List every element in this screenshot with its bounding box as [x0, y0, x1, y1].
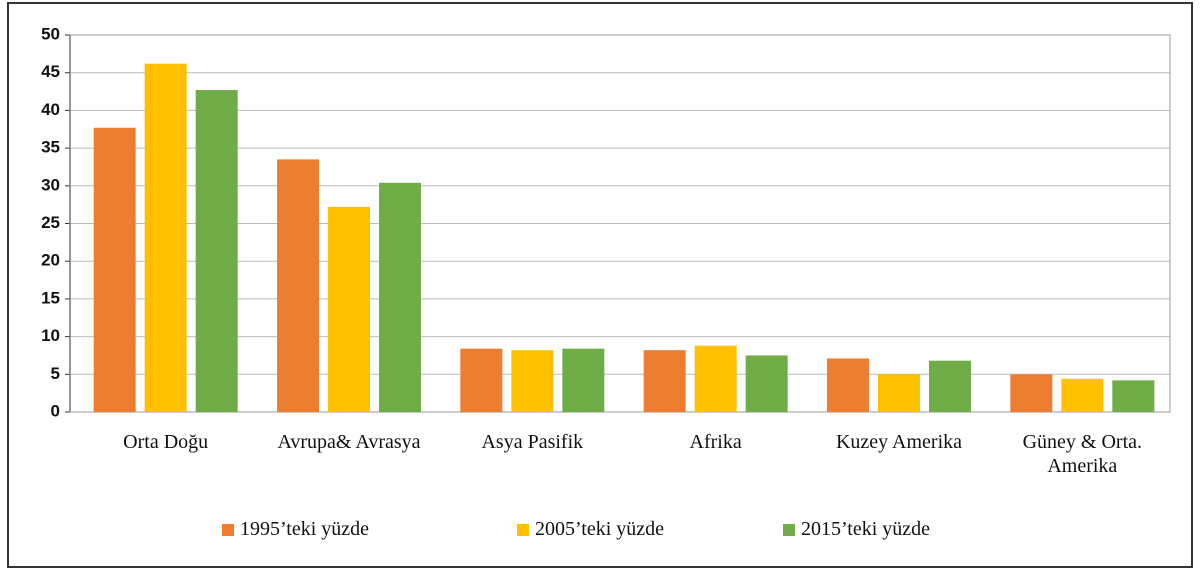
bar — [1112, 380, 1155, 412]
bar — [1010, 374, 1053, 412]
y-tick-label: 20 — [41, 251, 60, 270]
bar — [745, 355, 788, 412]
bar — [1061, 378, 1104, 412]
bar — [195, 90, 238, 413]
plot-border — [69, 34, 1171, 413]
x-tick-label: Kuzey Amerika — [835, 431, 963, 453]
y-tick-label: 25 — [41, 213, 60, 232]
bar — [379, 182, 421, 412]
y-tick-label: 45 — [41, 62, 60, 81]
x-tick-label: Avrupa& Avrasya — [277, 431, 421, 453]
legend-swatch — [517, 524, 529, 536]
y-tick-label: 40 — [41, 100, 60, 119]
bar — [460, 348, 503, 412]
y-tick-label: 0 — [51, 401, 60, 420]
bar — [562, 348, 605, 412]
legend-label: 1995’teki yüzde — [240, 518, 370, 540]
legend-swatch — [783, 524, 795, 536]
bar — [878, 374, 920, 412]
y-tick-label: 15 — [41, 288, 60, 307]
x-tick-label: Asya Pasifik — [481, 431, 584, 453]
y-tick-label: 50 — [41, 24, 60, 43]
bar — [643, 350, 686, 412]
x-tick-label: Güney & Orta. Amerika — [1022, 431, 1143, 477]
legend-swatch — [222, 524, 234, 536]
y-tick-label: 5 — [51, 364, 60, 383]
y-tick-label: 30 — [41, 175, 60, 194]
bar — [929, 360, 971, 412]
legend-label: 2005’teki yüzde — [535, 518, 665, 540]
bar — [328, 206, 370, 412]
x-tick-label: Orta Doğu — [123, 431, 209, 453]
x-tick-label: Afrika — [689, 431, 742, 453]
bar — [93, 127, 136, 412]
frame — [7, 2, 1193, 568]
bar — [144, 63, 187, 412]
bar — [827, 358, 869, 412]
legend-label: 2015’teki yüzde — [801, 518, 931, 540]
y-tick-label: 35 — [41, 138, 60, 157]
bar — [511, 350, 554, 412]
bar — [694, 345, 737, 412]
y-tick-label: 10 — [41, 326, 60, 345]
bar — [277, 159, 319, 412]
